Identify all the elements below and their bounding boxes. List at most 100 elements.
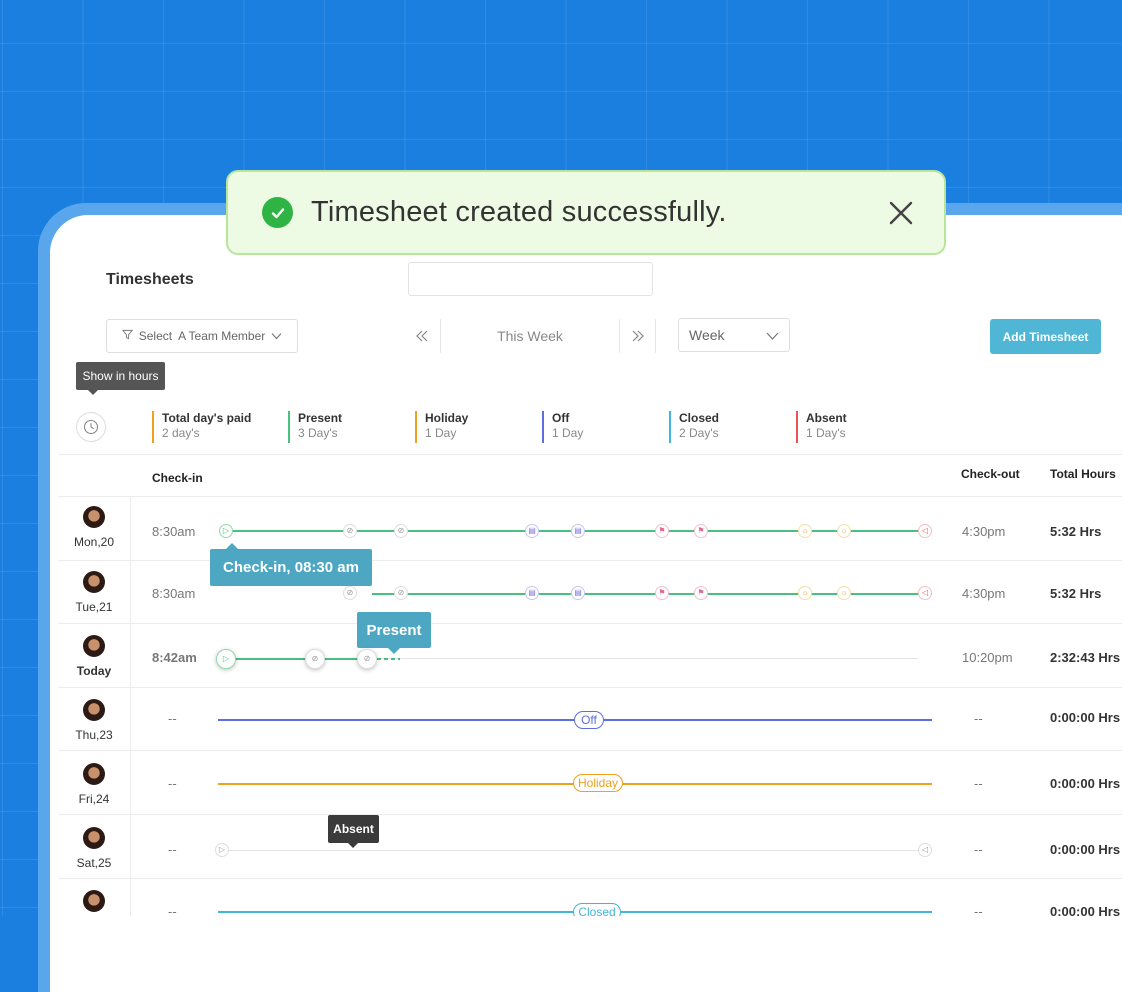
break-node-icon[interactable]: ⊘	[343, 524, 357, 538]
summary-absent: Absent 1 Day's	[796, 411, 847, 443]
break-node-icon[interactable]: ⊘	[343, 586, 357, 600]
lunch-node-icon[interactable]: ☼	[837, 524, 851, 538]
checkin-node-icon[interactable]: ▷	[215, 843, 229, 857]
flag-node-icon[interactable]: ⚑	[655, 524, 669, 538]
checkin-time: 8:30am	[152, 524, 196, 539]
lunch-node-icon[interactable]: ☼	[798, 586, 812, 600]
summary-value: 1 Day's	[806, 426, 846, 440]
checkin-time: --	[168, 904, 177, 919]
check-circle-icon	[262, 197, 293, 228]
checkin-time: 8:42am	[152, 650, 197, 665]
checkin-time: --	[168, 711, 177, 726]
column-divider	[130, 497, 131, 917]
day-label: Mon,20	[73, 535, 115, 549]
meeting-node-icon[interactable]: ▤	[525, 524, 539, 538]
total-hours: 0:00:00 Hrs	[1050, 776, 1121, 791]
flag-node-icon[interactable]: ⚑	[694, 586, 708, 600]
table-row-day: Today	[58, 635, 130, 678]
divider	[58, 750, 1122, 751]
summary-label: Off	[552, 411, 570, 425]
checkin-node-icon[interactable]: ▷	[219, 524, 233, 538]
total-hours: 0:00:00 Hrs	[1050, 842, 1121, 857]
add-timesheet-button[interactable]: Add Timesheet	[990, 319, 1101, 354]
team-member-select[interactable]: Select A Team Member	[106, 319, 298, 353]
chevron-down-icon	[766, 327, 779, 343]
timeline-track	[372, 593, 932, 595]
flag-node-icon[interactable]: ⚑	[694, 524, 708, 538]
show-in-hours-tooltip: Show in hours	[76, 362, 165, 395]
search-input[interactable]	[408, 262, 653, 296]
table-row-day: Thu,23	[58, 699, 130, 742]
chevron-down-icon	[271, 329, 282, 343]
avatar	[83, 635, 105, 657]
day-label: Thu,23	[75, 728, 113, 742]
day-label: Tue,21	[75, 600, 113, 614]
summary-present: Present 3 Day's	[288, 411, 342, 443]
divider	[58, 878, 1122, 879]
break-node-icon[interactable]: ⊘	[305, 649, 325, 669]
flag-node-icon[interactable]: ⚑	[655, 586, 669, 600]
break-node-icon[interactable]: ⊘	[394, 524, 408, 538]
tooltip-arrow	[388, 648, 400, 654]
panel-frame-bottom	[0, 916, 50, 992]
avatar	[83, 763, 105, 785]
timesheet-panel	[50, 215, 1122, 992]
divider	[58, 687, 1122, 688]
avatar	[83, 827, 105, 849]
next-week-icon[interactable]	[620, 319, 656, 353]
meeting-node-icon[interactable]: ▤	[571, 586, 585, 600]
break-node-icon[interactable]: ⊘	[357, 649, 377, 669]
period-select[interactable]: Week	[678, 318, 790, 352]
checkin-time: --	[168, 776, 177, 791]
column-header-checkin: Check-in	[152, 471, 203, 485]
checkout-time: --	[974, 776, 983, 791]
previous-week-icon[interactable]	[404, 319, 440, 353]
clock-icon[interactable]	[76, 412, 106, 442]
filter-icon	[121, 329, 133, 343]
close-icon[interactable]	[886, 198, 916, 228]
summary-value: 1 Day	[552, 426, 584, 440]
week-label: This Week	[440, 319, 620, 353]
divider	[58, 454, 1122, 455]
checkin-time: 8:30am	[152, 586, 196, 601]
lunch-node-icon[interactable]: ☼	[798, 524, 812, 538]
summary-label: Total day's paid	[162, 411, 252, 425]
meeting-node-icon[interactable]: ▤	[525, 586, 539, 600]
divider	[58, 560, 1122, 561]
checkout-node-icon[interactable]: ◁	[918, 843, 932, 857]
success-toast: Timesheet created successfully.	[226, 170, 946, 255]
period-label: Week	[689, 327, 725, 343]
column-header-checkout: Check-out	[961, 467, 1020, 481]
table-row-day: Sat,25	[58, 827, 130, 870]
status-badge: Holiday	[573, 774, 623, 792]
team-select-label: Select A Team Member	[138, 329, 266, 343]
day-label: Fri,24	[78, 792, 110, 806]
lunch-node-icon[interactable]: ☼	[837, 586, 851, 600]
checkout-time: 4:30pm	[962, 524, 1006, 539]
checkin-time: --	[168, 842, 177, 857]
checkout-node-icon[interactable]: ◁	[918, 524, 932, 538]
summary-value: 2 Day's	[679, 426, 719, 440]
timeline-progress	[226, 658, 366, 660]
summary-closed: Closed 2 Day's	[669, 411, 719, 443]
day-label: Sat,25	[76, 856, 112, 870]
column-header-total-hours: Total Hours	[1050, 467, 1116, 481]
present-tooltip: Present	[357, 612, 431, 648]
timeline-track	[222, 850, 928, 851]
table-row-day: Tue,21	[58, 571, 130, 614]
meeting-node-icon[interactable]: ▤	[571, 524, 585, 538]
table-row-day: Mon,20	[58, 506, 130, 549]
summary-label: Absent	[806, 411, 847, 425]
avatar	[83, 506, 105, 528]
day-label: Today	[76, 664, 112, 678]
summary-off: Off 1 Day	[542, 411, 583, 443]
tooltip-arrow	[226, 543, 238, 549]
checkin-tooltip: Check-in, 08:30 am	[210, 549, 372, 586]
week-navigator: This Week	[404, 319, 656, 353]
divider	[58, 623, 1122, 624]
break-node-icon[interactable]: ⊘	[394, 586, 408, 600]
total-hours: 5:32 Hrs	[1050, 524, 1102, 539]
total-hours: 5:32 Hrs	[1050, 586, 1102, 601]
checkin-node-icon[interactable]: ▷	[216, 649, 236, 669]
checkout-node-icon[interactable]: ◁	[918, 586, 932, 600]
